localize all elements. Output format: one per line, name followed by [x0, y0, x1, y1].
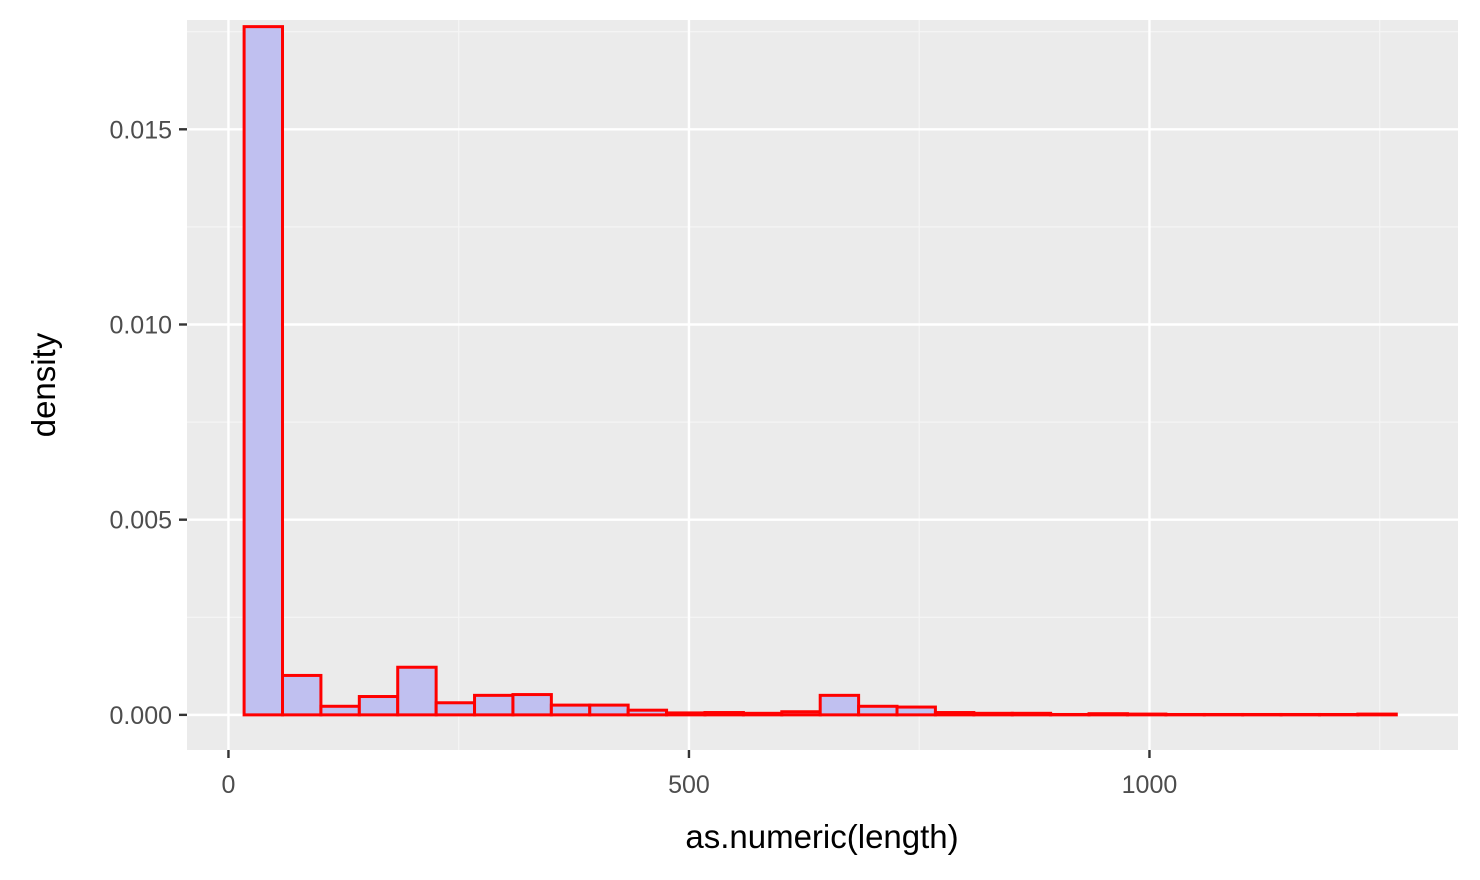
histogram-bar	[1087, 712, 1129, 717]
histogram-bar	[972, 711, 1014, 717]
histogram-bar	[1125, 712, 1168, 717]
histogram-bar	[780, 710, 822, 717]
y-axis: 0.000 0.005 0.010 0.015	[109, 116, 187, 730]
histogram-bar	[549, 703, 592, 717]
histogram-bar	[933, 711, 976, 717]
minor-x-gridlines	[458, 20, 1381, 750]
histogram-bar	[818, 693, 861, 717]
x-tick-label: 1000	[1122, 771, 1178, 799]
histogram-bar	[665, 711, 707, 717]
histogram-bar	[1010, 711, 1053, 717]
histogram-bar	[511, 693, 553, 717]
minor-y-gridlines	[187, 31, 1458, 618]
x-tick-label: 500	[668, 771, 710, 799]
x-axis: 0 500 1000	[221, 750, 1177, 799]
histogram-bar	[703, 711, 745, 717]
histogram-bar	[895, 705, 937, 717]
histogram-bar	[357, 695, 400, 717]
histogram-bar	[242, 25, 285, 717]
y-tick-label: 0.000	[109, 702, 172, 730]
y-tick-label: 0.015	[109, 116, 172, 144]
histogram-bar	[626, 708, 669, 717]
histogram-bar	[741, 711, 784, 717]
y-axis-title: density	[25, 332, 62, 437]
histogram-bar	[857, 704, 899, 717]
major-x-gridlines	[227, 20, 1151, 750]
histogram-bars	[242, 25, 1398, 717]
histogram-bar	[473, 693, 515, 717]
plot-panel	[187, 20, 1458, 750]
histogram-bar	[281, 673, 323, 717]
histogram-bar	[1356, 712, 1398, 717]
x-tick-label: 0	[221, 771, 235, 799]
y-tick-label: 0.005	[109, 507, 172, 535]
x-axis-title: as.numeric(length)	[685, 818, 958, 855]
y-tick-label: 0.010	[109, 311, 172, 339]
histogram-bar	[319, 704, 361, 717]
histogram-bar	[434, 701, 477, 717]
histogram-bar	[396, 665, 438, 717]
histogram-bar	[588, 703, 630, 717]
